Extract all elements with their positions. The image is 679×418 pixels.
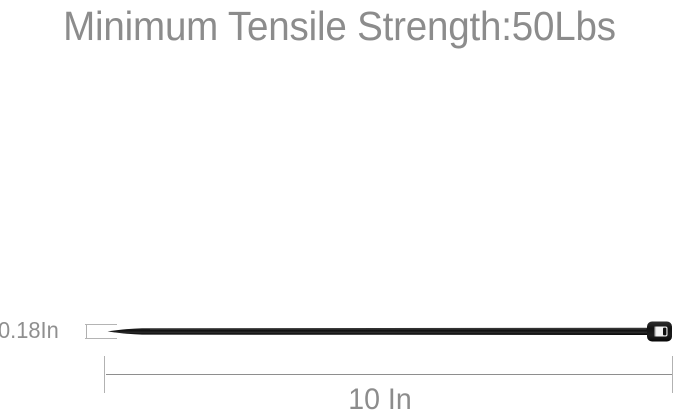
page-title: Minimum Tensile Strength:50Lbs — [63, 3, 616, 49]
dimension-tick-left — [104, 356, 105, 393]
width-dimension-label: 0.18In — [0, 317, 59, 343]
bracket-left-tick — [86, 325, 87, 338]
length-dimension-label: 10 In — [348, 383, 412, 416]
thickness-dimension-bracket — [85, 324, 117, 339]
dimension-rule — [106, 374, 672, 375]
dimension-tick-right — [672, 356, 673, 393]
cable-tie-strap — [107, 327, 650, 335]
cable-tie-head — [647, 321, 672, 342]
bracket-top-rule — [85, 324, 117, 325]
bracket-bottom-rule — [85, 338, 117, 339]
length-dimension-line — [104, 356, 673, 394]
